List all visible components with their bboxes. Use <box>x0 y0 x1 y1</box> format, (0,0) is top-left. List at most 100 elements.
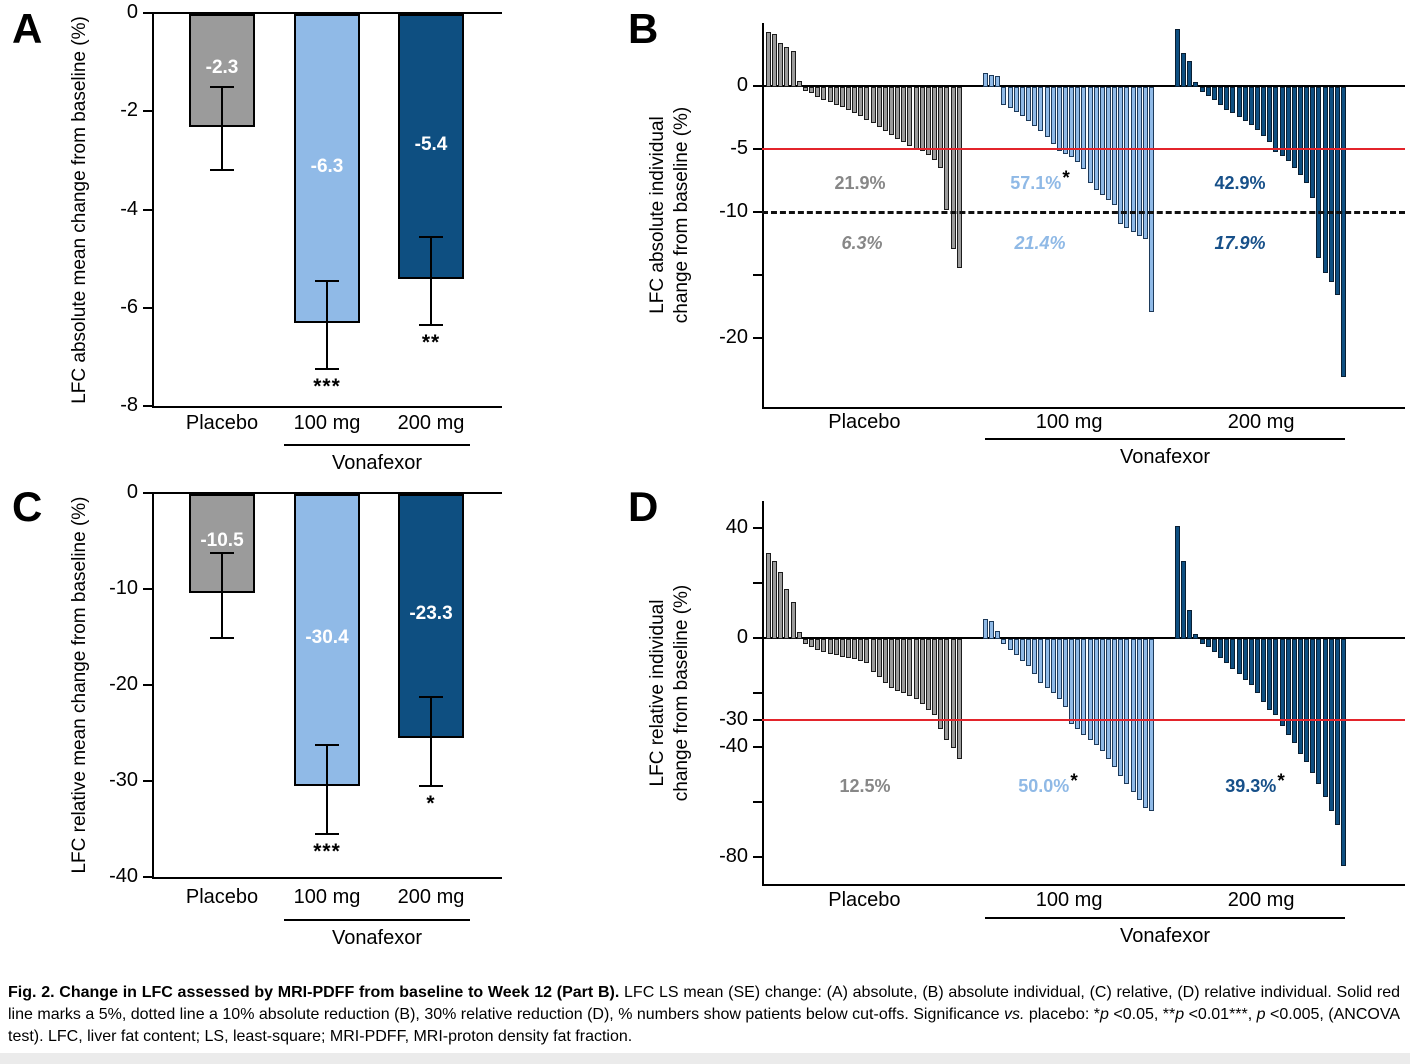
panel-c-label: C <box>12 483 43 530</box>
patient-bar-200-mg <box>1211 638 1217 653</box>
x-category-label-placebo: Placebo <box>185 886 259 908</box>
patient-bar-placebo <box>919 86 925 152</box>
significance-asterisk: * <box>1277 771 1285 793</box>
patient-bar-100-mg <box>1013 638 1019 656</box>
patient-bar-200-mg <box>1267 638 1273 710</box>
patient-bar-100-mg <box>983 73 988 87</box>
caption-segment-3: placebo: * <box>1024 1006 1101 1023</box>
patient-bar-placebo <box>876 86 882 128</box>
y-tick <box>143 306 152 309</box>
patient-bar-100-mg <box>1130 638 1136 792</box>
patient-bar-200-mg <box>1230 86 1236 114</box>
panel-b-label: B <box>628 5 659 52</box>
patient-bar-100-mg <box>1081 638 1087 735</box>
patient-bar-placebo <box>815 638 821 650</box>
y-tick <box>753 691 762 694</box>
patient-bar-placebo <box>772 561 778 639</box>
patient-bar-placebo <box>956 86 962 269</box>
patient-bar-100-mg <box>1069 86 1075 158</box>
y-tick-label: -20 <box>109 673 138 695</box>
patient-bar-100-mg <box>1056 638 1062 699</box>
patient-bar-100-mg <box>1044 638 1050 689</box>
x-group-label-100-mg: 100 mg <box>1035 889 1103 911</box>
zero-baseline <box>152 492 502 494</box>
y-tick <box>753 84 762 87</box>
patient-bar-placebo <box>932 638 938 716</box>
patient-bar-200-mg <box>1193 82 1199 87</box>
pct-annotation-100-mg: 50.0%* <box>1018 771 1078 797</box>
panel-b-y-axis-title-text: LFC absolute individual change from base… <box>647 106 692 324</box>
patient-bar-placebo <box>845 86 851 110</box>
patient-bar-100-mg <box>989 74 995 87</box>
patient-bar-200-mg <box>1175 525 1180 639</box>
patient-bar-placebo <box>913 86 919 149</box>
pct-annotation-100-mg: 57.1%* <box>1010 168 1070 194</box>
error-bar-cap-top <box>419 235 443 238</box>
patient-bar-placebo <box>833 86 839 105</box>
patient-bar-placebo <box>796 632 802 639</box>
y-tick <box>143 684 152 686</box>
patient-bar-placebo <box>821 638 827 653</box>
y-tick <box>753 147 762 150</box>
y-tick <box>143 588 152 590</box>
significance-marker-100-mg: *** <box>313 375 341 399</box>
y-tick-label: 0 <box>736 73 748 96</box>
pct-annotation-100-mg: 21.4% <box>1014 232 1066 253</box>
patient-bar-placebo <box>809 86 815 94</box>
caption-segment-5: <0.05, ** <box>1108 1006 1176 1023</box>
patient-bar-100-mg <box>1001 86 1007 105</box>
patient-bar-placebo <box>876 638 882 678</box>
y-tick-label: -80 <box>719 844 748 867</box>
caption-segment-1: LFC LS mean (SE) change: (A) absolute, (… <box>8 984 1400 1023</box>
patient-bar-100-mg <box>1026 86 1032 121</box>
pct-annotation-placebo: 12.5% <box>839 776 891 797</box>
vonafexor-bracket-line <box>284 919 470 921</box>
patient-bar-placebo <box>839 638 845 657</box>
patient-bar-200-mg <box>1236 86 1242 118</box>
patient-bar-200-mg <box>1304 638 1310 762</box>
x-group-label-placebo: Placebo <box>828 411 901 433</box>
patient-bar-200-mg <box>1322 638 1328 798</box>
patient-bar-200-mg <box>1248 86 1254 125</box>
patient-bar-placebo <box>809 638 815 647</box>
error-bar-cap-top <box>210 85 234 88</box>
y-tick <box>753 718 762 721</box>
patient-bar-100-mg <box>1038 638 1044 683</box>
patient-bar-100-mg <box>1149 86 1155 313</box>
patient-bar-placebo <box>796 80 802 87</box>
patient-bar-placebo <box>938 638 944 730</box>
patient-bar-200-mg <box>1304 86 1310 183</box>
error-bar-line <box>221 553 223 638</box>
y-tick-label: -10 <box>109 577 138 599</box>
caption-segment-6: p <box>1175 1006 1185 1023</box>
error-bar-line <box>430 236 432 325</box>
panel-d-y-axis-title: LFC relative individual change from base… <box>640 501 700 884</box>
error-bar-cap-top <box>315 744 339 747</box>
patient-bar-100-mg <box>1007 86 1013 109</box>
patient-bar-100-mg <box>989 621 995 639</box>
patient-bar-placebo <box>766 31 771 87</box>
patient-bar-200-mg <box>1242 638 1248 680</box>
pct-annotation-placebo: 21.9% <box>834 173 886 194</box>
caption-segment-2: vs. <box>1003 1006 1025 1023</box>
error-bar-line <box>221 86 223 171</box>
mean-bar-100-mg <box>294 14 360 324</box>
error-bar-line <box>430 697 432 786</box>
patient-bar-200-mg <box>1341 86 1347 377</box>
y-tick-label: -40 <box>719 735 748 758</box>
patient-bar-placebo <box>778 43 784 87</box>
patient-bar-200-mg <box>1254 638 1260 694</box>
patient-bar-100-mg <box>1149 638 1155 812</box>
patient-bar-200-mg <box>1175 29 1180 87</box>
error-bar-line <box>326 280 328 370</box>
patient-bar-200-mg <box>1218 86 1224 105</box>
patient-bar-100-mg <box>1099 86 1105 196</box>
patient-bar-100-mg <box>1007 638 1013 650</box>
y-tick <box>753 273 762 276</box>
patient-bar-100-mg <box>1130 86 1136 232</box>
patient-bar-200-mg <box>1328 86 1334 283</box>
vonafexor-label: Vonafexor <box>1119 446 1211 468</box>
x-group-label-200-mg: 200 mg <box>1227 411 1295 433</box>
patient-bar-placebo <box>852 638 858 660</box>
patient-bar-100-mg <box>1075 638 1081 730</box>
